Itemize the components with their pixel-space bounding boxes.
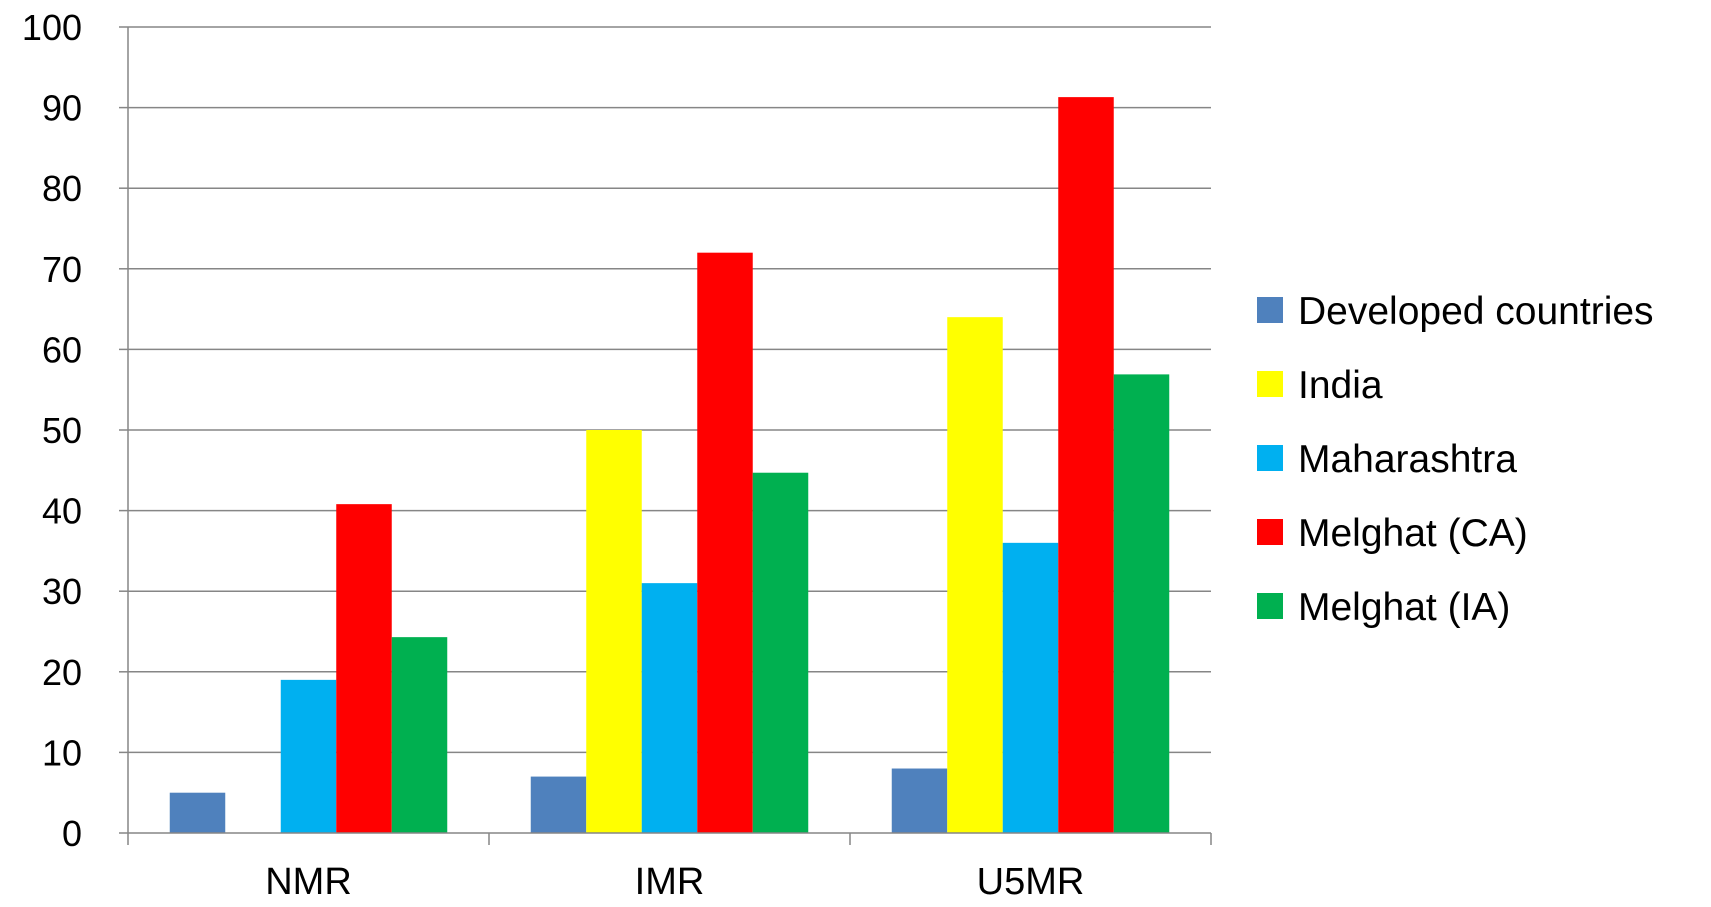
bar-melghat-ca-imr [697, 252, 753, 833]
legend-label: India [1298, 364, 1383, 407]
legend-label: Developed countries [1298, 290, 1654, 333]
legend-item: Developed countries [1257, 290, 1654, 333]
bar-melghat-ia-imr [752, 472, 809, 833]
bar-melghat-ia-u5mr [1113, 374, 1170, 833]
legend-item: Melghat (CA) [1257, 512, 1528, 555]
bar-maharashtra-nmr [280, 679, 337, 833]
bar-melghat-ca-u5mr [1058, 97, 1114, 833]
y-axis-tick-labels: 0 10 20 30 40 50 60 70 80 90 100 [22, 7, 128, 854]
y-tick-label: 30 [42, 571, 82, 612]
legend-swatch [1257, 445, 1283, 471]
legend-swatch [1257, 519, 1283, 545]
y-tick-label: 10 [42, 732, 82, 773]
y-tick-label: 0 [62, 813, 82, 854]
y-tick-label: 20 [42, 652, 82, 693]
x-category-label: U5MR [977, 861, 1085, 903]
bar-developed-countries-u5mr [891, 768, 948, 833]
x-axis-category-labels: NMR IMR U5MR [265, 861, 1084, 903]
legend-label: Maharashtra [1298, 438, 1517, 481]
bar-maharashtra-imr [641, 583, 698, 833]
y-tick-label: 50 [42, 410, 82, 451]
legend-label: Melghat (IA) [1298, 586, 1510, 629]
legend-swatch [1257, 297, 1283, 323]
x-category-label: NMR [265, 861, 352, 903]
bars [169, 97, 1170, 833]
legend-item: India [1257, 364, 1383, 407]
y-tick-label: 80 [42, 168, 82, 209]
legend-swatch [1257, 593, 1283, 619]
axes [127, 27, 1212, 845]
y-tick-label: 60 [42, 329, 82, 370]
bar-india-imr [586, 430, 642, 833]
legend-label: Melghat (CA) [1298, 512, 1528, 555]
bar-maharashtra-u5mr [1002, 542, 1059, 833]
legend-item: Maharashtra [1257, 438, 1517, 481]
bar-developed-countries-imr [530, 776, 587, 833]
y-tick-label: 40 [42, 491, 82, 532]
bar-melghat-ia-nmr [391, 637, 448, 833]
legend-item: Melghat (IA) [1257, 586, 1510, 629]
gridlines [128, 26, 1211, 754]
bar-melghat-ca-nmr [336, 504, 392, 833]
bar-developed-countries-nmr [169, 792, 226, 833]
y-tick-label: 70 [42, 249, 82, 290]
legend: Developed countries India Maharashtra Melgh… [1257, 290, 1654, 629]
y-tick-label: 100 [22, 7, 82, 48]
bar-india-u5mr [947, 317, 1003, 833]
y-tick-label: 90 [42, 88, 82, 129]
legend-swatch [1257, 371, 1283, 397]
x-category-label: IMR [635, 861, 705, 903]
